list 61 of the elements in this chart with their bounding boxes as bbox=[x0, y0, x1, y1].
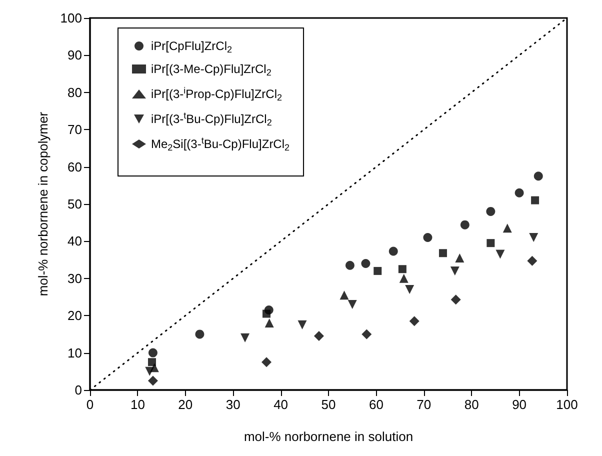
point bbox=[362, 329, 372, 340]
x-tick-label: 70 bbox=[416, 397, 432, 412]
y-tick-label: 30 bbox=[68, 270, 82, 286]
point bbox=[531, 196, 540, 204]
y-tick-label: 50 bbox=[68, 196, 82, 212]
point bbox=[314, 331, 324, 342]
point bbox=[399, 274, 408, 283]
x-tick-label: 40 bbox=[274, 397, 288, 412]
point bbox=[460, 220, 470, 230]
point bbox=[264, 318, 274, 328]
x-tick-label: 60 bbox=[368, 397, 384, 412]
point bbox=[298, 320, 307, 330]
y-tick-label: 60 bbox=[68, 159, 82, 174]
point bbox=[438, 249, 447, 258]
point bbox=[527, 256, 538, 266]
point bbox=[374, 266, 382, 275]
point bbox=[348, 300, 357, 309]
point bbox=[148, 376, 158, 386]
y-tick-label: 0 bbox=[74, 382, 82, 398]
point bbox=[486, 239, 495, 248]
point bbox=[148, 348, 158, 358]
point bbox=[148, 358, 156, 366]
point bbox=[361, 259, 370, 268]
y-tick-label: 100 bbox=[60, 10, 82, 26]
point bbox=[398, 265, 406, 274]
point bbox=[240, 333, 250, 342]
point bbox=[388, 246, 398, 256]
point bbox=[455, 253, 464, 262]
x-tick-label: 80 bbox=[464, 397, 479, 412]
point bbox=[502, 224, 512, 233]
y-tick-label: 80 bbox=[68, 84, 82, 100]
x-tick-label: 0 bbox=[86, 397, 94, 412]
y-tick-label: 10 bbox=[68, 345, 82, 360]
x-tick-label: 20 bbox=[178, 397, 193, 412]
point bbox=[496, 250, 505, 259]
point bbox=[345, 260, 354, 270]
y-axis-title: mol-% norbornene in copolymer bbox=[35, 111, 50, 296]
y-tick-label: 90 bbox=[68, 48, 82, 63]
y-tick-label: 70 bbox=[68, 122, 82, 138]
point bbox=[450, 266, 460, 276]
point bbox=[423, 232, 432, 242]
point bbox=[409, 316, 420, 326]
y-tick-label: 40 bbox=[68, 234, 82, 249]
point bbox=[405, 285, 414, 294]
x-tick-label: 90 bbox=[512, 397, 527, 412]
x-axis-title: mol-% norbornene in solution bbox=[244, 429, 414, 444]
y-tick-label: 20 bbox=[68, 308, 82, 324]
point bbox=[195, 330, 204, 339]
x-tick-label: 30 bbox=[226, 397, 240, 412]
x-tick-label: 100 bbox=[556, 397, 578, 412]
point bbox=[262, 310, 270, 318]
point bbox=[261, 357, 272, 368]
x-tick-label: 50 bbox=[321, 397, 336, 412]
point bbox=[340, 290, 349, 300]
point bbox=[534, 172, 543, 181]
point bbox=[450, 294, 461, 305]
point bbox=[529, 232, 538, 242]
point bbox=[514, 188, 524, 198]
x-tick-label: 10 bbox=[130, 397, 145, 412]
point bbox=[145, 366, 154, 376]
point bbox=[486, 206, 496, 216]
